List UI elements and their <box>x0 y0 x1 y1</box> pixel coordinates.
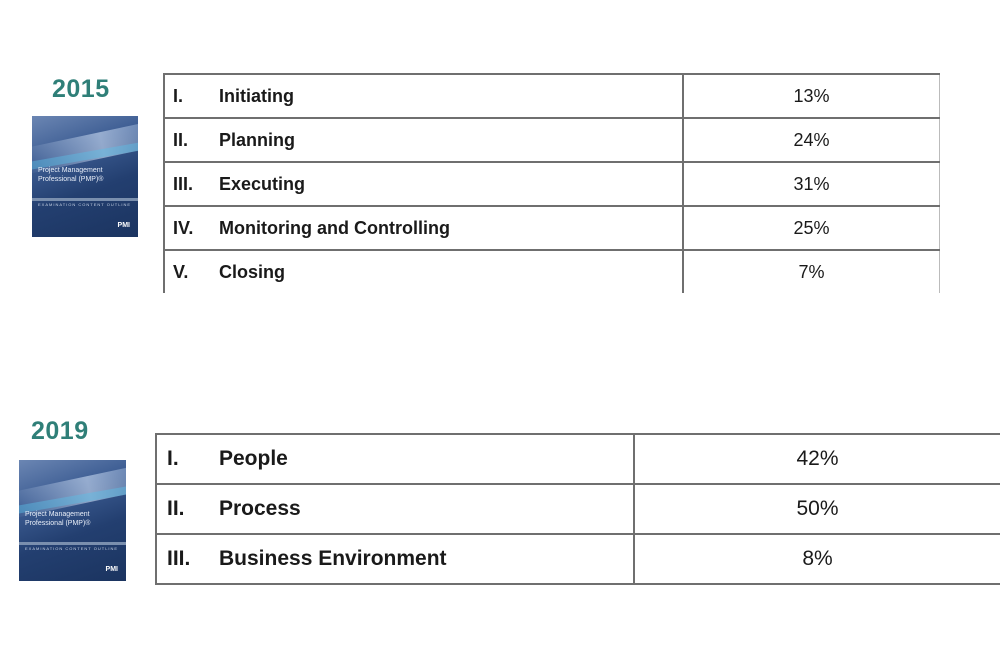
domain-table-2015: I. Initiating 13% II. Planning 24% III. Exe… <box>163 73 940 293</box>
year-heading-2019: 2019 <box>31 417 89 445</box>
pmi-logo: PMI <box>105 566 118 573</box>
domain-percentage: 25% <box>683 205 940 251</box>
year-heading-2015: 2015 <box>52 75 110 103</box>
domain-percentage: 24% <box>683 117 940 163</box>
domain-label: Executing <box>219 173 306 194</box>
pmp-cover-image-2015: Project Management Professional (PMP)® E… <box>32 116 138 237</box>
row-number: II. <box>167 497 185 520</box>
table-row: I. Initiating 13% <box>163 73 940 119</box>
cover-title: Project Management Professional (PMP)® <box>38 167 104 183</box>
row-number: V. <box>173 261 189 282</box>
table-row: IV. Monitoring and Controlling 25% <box>163 205 940 251</box>
domain-percentage: 50% <box>634 483 1000 535</box>
domain-label: Business Environment <box>219 547 447 570</box>
table-row: II. Planning 24% <box>163 117 940 163</box>
row-number: III. <box>173 173 194 194</box>
domain-percentage: 31% <box>683 161 940 207</box>
domain-percentage: 8% <box>634 533 1000 585</box>
row-number: I. <box>173 85 184 106</box>
row-number: IV. <box>173 217 194 238</box>
table-row: III. Business Environment 8% <box>155 533 1000 585</box>
domain-label: Closing <box>219 261 285 282</box>
pmi-logo: PMI <box>117 222 130 229</box>
domain-percentage: 13% <box>683 73 940 119</box>
cover-title: Project Management Professional (PMP)® <box>25 511 91 527</box>
row-number: III. <box>167 547 191 570</box>
table-row: II. Process 50% <box>155 483 1000 535</box>
domain-percentage: 7% <box>683 249 940 293</box>
row-number: I. <box>167 447 179 470</box>
pmp-cover-image-2019: Project Management Professional (PMP)® E… <box>19 460 126 581</box>
domain-label: Planning <box>219 129 295 150</box>
domain-percentage: 42% <box>634 433 1000 485</box>
domain-label: Process <box>219 497 301 520</box>
table-row: I. People 42% <box>155 433 1000 485</box>
domain-label: People <box>219 447 288 470</box>
domain-label: Initiating <box>219 85 294 106</box>
domain-table-2019: I. People 42% II. Process 50% III. Business… <box>155 433 1000 585</box>
domain-label: Monitoring and Controlling <box>219 217 450 238</box>
table-row: V. Closing 7% <box>163 249 940 293</box>
cover-subtitle: EXAMINATION CONTENT OUTLINE <box>38 202 132 207</box>
row-number: II. <box>173 129 189 150</box>
table-row: III. Executing 31% <box>163 161 940 207</box>
cover-subtitle: EXAMINATION CONTENT OUTLINE <box>25 546 119 551</box>
